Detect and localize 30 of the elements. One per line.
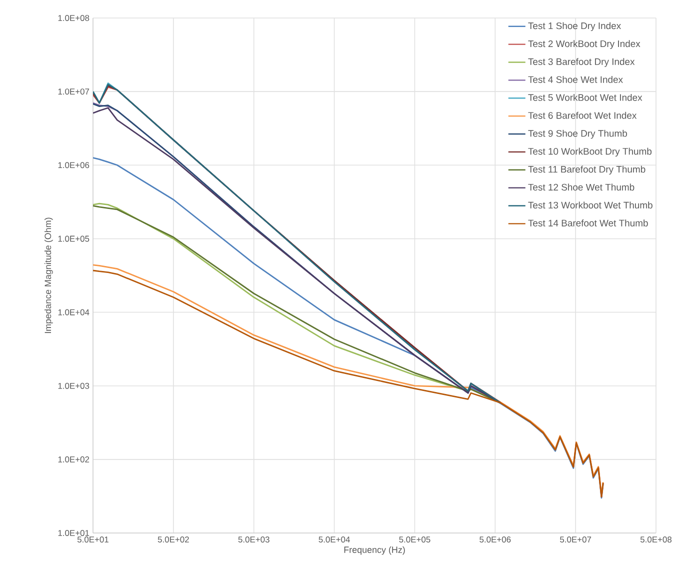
x-tick-label: 5.0E+03: [238, 536, 270, 543]
legend-label: Test 5 WorkBoot Wet Index: [528, 94, 642, 101]
legend-label: Test 4 Shoe Wet Index: [528, 76, 623, 83]
legend-label: Test 6 Barefoot Wet Index: [528, 112, 637, 119]
y-tick-label: 1.0E+06: [58, 162, 90, 168]
x-axis-title: Frequency (Hz): [344, 546, 405, 555]
legend-label: Test 13 Workboot Wet Thumb: [528, 202, 652, 209]
y-tick-label: 1.0E+02: [58, 456, 90, 462]
y-tick-label: 1.0E+08: [58, 15, 90, 21]
legend-label: Test 3 Barefoot Dry Index: [528, 58, 635, 67]
x-tick-label: 5.0E+01: [77, 536, 108, 543]
x-tick-label: 5.0E+06: [480, 536, 511, 543]
legend-label: Test 12 Shoe Wet Thumb: [528, 184, 634, 191]
x-tick-label: 5.0E+07: [560, 536, 592, 543]
y-axis-title: Impedance Magnitude (Ohm): [44, 218, 53, 333]
legend-label: Test 1 Shoe Dry Index: [528, 22, 621, 32]
x-tick-label: 5.0E+02: [158, 536, 189, 543]
legend-label: Test 2 WorkBoot Dry Index: [528, 40, 640, 49]
legend-label: Test 11 Barefoot Dry Thumb: [528, 166, 646, 175]
y-tick-label: 1.0E+05: [58, 236, 90, 242]
y-tick-label: 1.0E+07: [58, 88, 90, 95]
legend-label: Test 9 Shoe Dry Thumb: [528, 130, 627, 139]
y-tick-label: 1.0E+04: [58, 309, 90, 316]
y-tick-label: 1.0E+01: [58, 530, 90, 536]
x-tick-label: 5.0E+04: [318, 536, 350, 543]
x-tick-label: 5.0E+05: [399, 536, 430, 543]
legend-label: Test 10 WorkBoot Dry Thumb: [528, 148, 652, 157]
legend-label: Test 14 Barefoot Wet Thumb: [528, 220, 648, 226]
y-tick-label: 1.0E+03: [58, 382, 90, 389]
x-tick-label: 5.0E+08: [640, 536, 672, 543]
